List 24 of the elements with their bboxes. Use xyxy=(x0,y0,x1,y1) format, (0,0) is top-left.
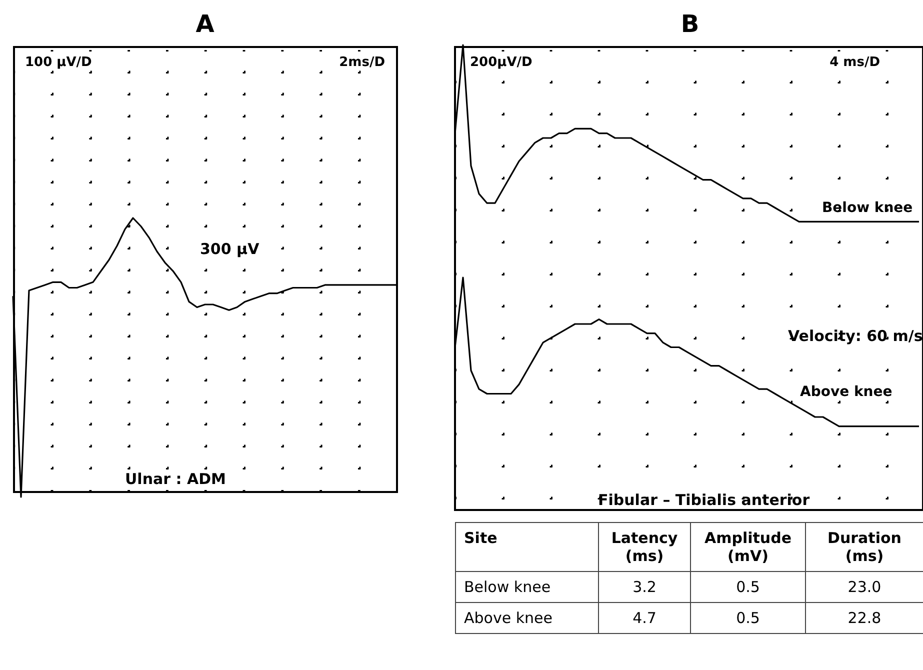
category-label: Duration (ms) xyxy=(806,522,923,572)
category-label: Latency (ms) xyxy=(598,522,690,572)
annotation: Fibular – Tibialis anterior xyxy=(598,491,810,509)
text: 0.5 xyxy=(736,578,760,596)
text: 4.7 xyxy=(632,609,656,627)
chart-title: B xyxy=(680,10,700,38)
text: 2ms/D xyxy=(339,55,386,70)
text: 23.0 xyxy=(848,578,882,596)
text: 22.8 xyxy=(848,609,882,627)
chart-title: A xyxy=(196,10,215,38)
series-label: Below knee xyxy=(822,200,913,216)
text: 100 µV/D xyxy=(25,55,92,70)
text: 0.5 xyxy=(736,609,760,627)
annotation: Velocity: 60 m/s xyxy=(788,327,923,345)
category-label: Amplitude (mV) xyxy=(690,522,806,572)
annotation: 300 µV xyxy=(200,240,260,258)
annotation: 4 ms/D xyxy=(830,55,880,70)
category-label: Below knee xyxy=(464,578,551,596)
category-label: Above knee xyxy=(464,609,552,627)
series-label: Above knee xyxy=(800,384,892,400)
text: 3.2 xyxy=(632,578,656,596)
annotation: Ulnar : ADM xyxy=(125,470,226,488)
annotation: 200µV/D xyxy=(470,55,533,70)
text: Site xyxy=(456,522,598,572)
